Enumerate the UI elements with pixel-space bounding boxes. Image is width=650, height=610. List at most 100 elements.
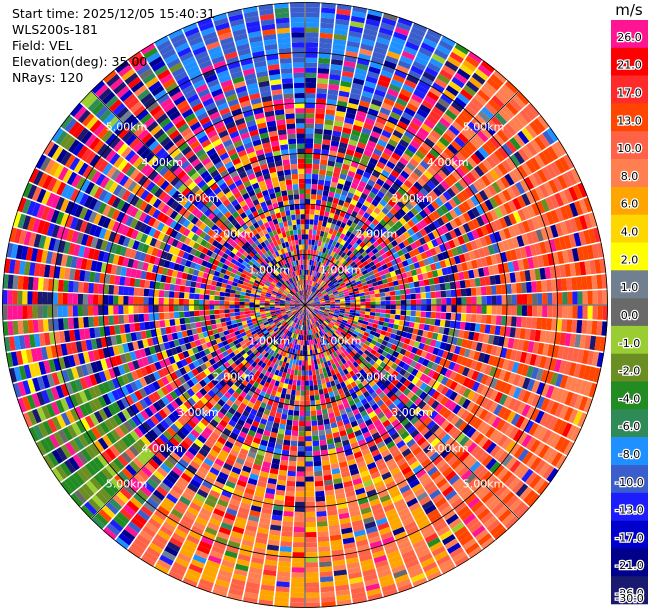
velocity-gate [465,242,473,252]
velocity-gate [335,188,343,195]
velocity-gate [305,67,317,73]
velocity-gate [336,204,343,211]
velocity-gate [419,413,429,423]
velocity-gate [352,263,358,270]
velocity-gate [356,434,365,442]
velocity-gate [434,77,448,89]
velocity-gate [398,320,405,326]
velocity-gate [309,300,315,303]
velocity-gate [332,351,338,358]
velocity-gate [475,372,484,383]
velocity-gate [305,471,314,477]
velocity-gate [503,395,513,408]
velocity-gate [460,129,473,141]
velocity-gate [391,182,400,191]
velocity-gate [561,319,568,332]
velocity-gate [396,457,407,467]
velocity-gate [306,309,310,315]
velocity-gate [322,283,328,289]
velocity-gate [328,524,340,531]
velocity-gate [425,264,432,272]
velocity-gate [328,312,334,316]
velocity-gate [419,373,428,382]
velocity-gate [406,102,419,113]
velocity-gate [298,436,305,442]
velocity-gate [481,174,491,187]
velocity-gate [406,74,419,85]
velocity-gate [384,399,393,407]
velocity-gate [355,251,362,258]
velocity-gate [535,229,544,242]
velocity-gate [464,493,477,505]
velocity-gate [430,470,442,481]
velocity-gate [526,378,536,392]
velocity-gate [401,466,412,476]
velocity-gate [314,307,320,310]
velocity-gate [363,391,371,398]
velocity-gate [338,90,350,98]
velocity-gate [402,326,409,333]
velocity-gate [395,220,403,229]
velocity-gate [414,287,421,294]
velocity-gate [368,244,376,251]
velocity-gate [348,415,356,423]
velocity-gate [363,516,375,525]
velocity-gate [381,263,388,270]
velocity-gate [471,296,477,305]
velocity-gate [512,224,521,236]
velocity-gate [305,27,319,33]
velocity-gate [313,219,319,226]
velocity-gate [395,503,408,513]
velocity-gate [462,84,477,97]
velocity-gate [424,566,440,577]
velocity-gate [305,300,307,305]
velocity-gate [396,330,403,336]
velocity-gate [342,317,349,322]
velocity-gate [291,435,298,442]
velocity-gate [545,385,555,399]
velocity-gate [367,162,376,170]
velocity-gate [313,224,318,231]
velocity-gate [434,102,447,113]
velocity-gate [317,384,323,390]
velocity-gate [311,260,315,266]
velocity-gate [324,392,330,399]
velocity-gate [494,505,508,519]
velocity-gate [305,239,309,245]
velocity-gate [351,374,359,382]
velocity-gate [321,322,327,328]
velocity-gate [291,562,305,568]
velocity-gate [302,360,305,366]
velocity-gate [310,354,314,361]
velocity-gate [474,529,489,542]
velocity-gate [334,574,348,582]
velocity-gate [525,406,536,419]
velocity-gate [497,406,508,419]
velocity-gate [431,210,441,220]
velocity-gate [401,489,414,499]
velocity-gate [526,281,532,293]
velocity-gate [469,137,481,150]
velocity-gate [405,399,414,409]
velocity-gate [537,305,543,317]
velocity-gate [404,107,416,117]
velocity-gate [449,229,458,239]
velocity-gate [478,146,490,159]
velocity-gate [427,345,435,354]
velocity-gate [428,222,436,232]
velocity-gate [374,89,386,98]
velocity-gate [365,308,371,312]
velocity-gate [451,247,459,257]
velocity-gate [339,194,347,202]
velocity-gate [391,239,398,247]
velocity-gate [566,170,577,186]
velocity-gate [292,359,297,365]
velocity-gate [540,397,550,412]
velocity-gate [336,319,342,324]
velocity-gate [318,311,323,316]
velocity-gate [352,478,363,486]
velocity-gate [363,402,371,410]
velocity-gate [438,463,450,474]
velocity-gate [391,494,404,504]
velocity-gate [418,454,429,464]
